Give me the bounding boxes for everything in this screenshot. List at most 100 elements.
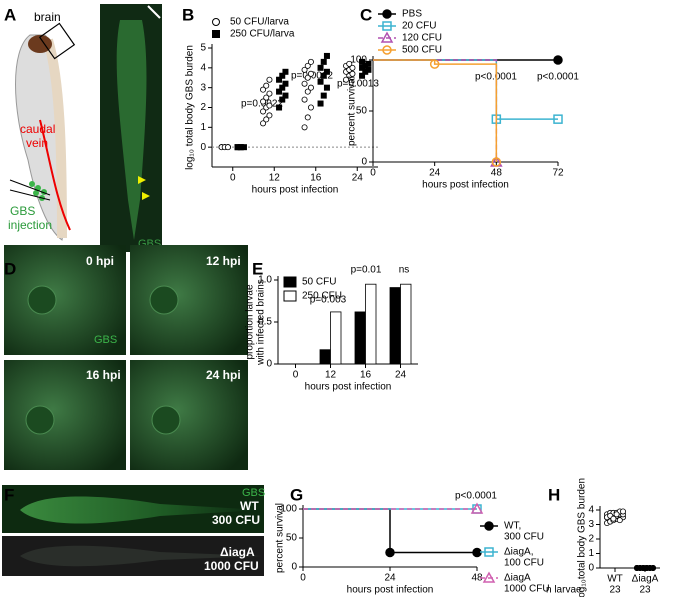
marker [307, 104, 314, 111]
y-tick-label: 1 [588, 548, 594, 559]
y-tick-label: 0 [200, 142, 206, 153]
image-label: brain [34, 10, 61, 24]
legend-label: 50 CFU/larva [230, 17, 289, 28]
image-label: injection [8, 218, 52, 232]
marker [380, 31, 394, 43]
marker [266, 112, 273, 119]
y-tick-label: 1 [200, 122, 206, 133]
marker [349, 64, 356, 71]
marker [484, 547, 494, 557]
y-tick-label: 1.0 [258, 275, 272, 286]
y-tick-label: 3 [588, 519, 594, 530]
marker [365, 60, 372, 67]
marker [343, 76, 350, 83]
marker [276, 104, 283, 111]
micrographs-d: 0 hpi 12 hpi 16 hpi 24 hpi GBS [4, 245, 248, 470]
image-label: 1000 CFU [204, 559, 259, 573]
legend-label: 50 CFU [302, 277, 336, 288]
x-tick-label: 0 [370, 168, 376, 179]
marker [276, 76, 283, 83]
marker [320, 92, 327, 99]
x-tick-label: 0 [230, 173, 236, 184]
legend-label: 100 CFU [504, 558, 544, 569]
bar [365, 283, 377, 365]
panel-label: H [548, 485, 560, 504]
marker [304, 74, 311, 81]
panel-label: B [182, 5, 194, 24]
legend-label: 500 CFU [402, 45, 442, 56]
x-axis-label: hours post infection [252, 185, 339, 196]
annotation: ns [399, 265, 410, 276]
marker [613, 511, 620, 518]
marker [304, 88, 311, 95]
x-tick-label: 24 [384, 573, 396, 584]
marker [482, 571, 496, 583]
marker [385, 547, 395, 558]
bar [389, 287, 401, 365]
micrograph: GBS [100, 4, 162, 252]
image-label: 16 hpi [86, 368, 121, 382]
panel-label: F [4, 485, 14, 504]
x-tick-label: 0 [293, 370, 299, 381]
y-axis-label: log₁₀ total body GBS burden [185, 45, 196, 170]
marker [307, 58, 314, 65]
panel-label: C [360, 5, 372, 24]
legend-label: 250 CFU [302, 291, 342, 302]
legend-label: 1000 CFU [504, 584, 550, 595]
legend-label: ΔiagA, [504, 547, 533, 558]
x-tick-label: ΔiagA [632, 574, 659, 585]
image-label: GBS [94, 334, 117, 346]
marker [610, 515, 617, 522]
panel-label: E [252, 259, 263, 278]
annotation: p=0.0013 [337, 79, 379, 90]
marker [365, 66, 372, 73]
y-axis-label: percent survival [347, 76, 358, 146]
marker [301, 80, 308, 87]
schematic: brain caudal vein GBS injection [8, 10, 76, 241]
panel-label: D [4, 259, 16, 278]
y-tick-label: 50 [356, 106, 368, 117]
survival-line [373, 59, 558, 120]
legend-label: WT, [504, 521, 521, 532]
marker [620, 508, 627, 515]
x-tick-label: 24 [352, 173, 364, 184]
annotation: p<0.0001 [537, 72, 579, 83]
marker [279, 96, 286, 103]
y-tick-label: 5 [200, 43, 206, 54]
marker [282, 68, 289, 75]
marker [349, 70, 356, 77]
marker [484, 521, 494, 531]
x-tick-label: 24 [395, 370, 407, 381]
marker [301, 66, 308, 73]
marker [382, 45, 392, 55]
row-label: n larvae [546, 585, 582, 596]
x-axis-label: hours post infection [422, 180, 509, 191]
marker [307, 84, 314, 91]
x-tick-label: WT [607, 574, 623, 585]
image-label: caudal [20, 122, 55, 136]
annotation: p=0.01 [351, 265, 382, 276]
survival-line [303, 508, 477, 554]
micrographs-f: GBS WT 300 CFU ΔiagA 1000 CFU [2, 485, 265, 576]
x-axis-label: hours post infection [305, 382, 392, 393]
marker [260, 108, 267, 115]
image-label: vein [26, 136, 48, 150]
panel-label: G [290, 485, 303, 504]
marker [323, 84, 330, 91]
bar [319, 349, 331, 365]
y-tick-label: 0 [361, 157, 367, 168]
marker [304, 62, 311, 69]
marker [323, 52, 330, 59]
marker [276, 88, 283, 95]
marker [260, 98, 267, 105]
y-tick-label: 4 [588, 505, 594, 516]
y-tick-label: 3 [200, 82, 206, 93]
x-tick-label: 16 [310, 173, 322, 184]
marker [320, 58, 327, 65]
panel-label: A [4, 5, 16, 24]
x-tick-label: 12 [325, 370, 337, 381]
marker [266, 90, 273, 97]
marker [491, 157, 502, 167]
